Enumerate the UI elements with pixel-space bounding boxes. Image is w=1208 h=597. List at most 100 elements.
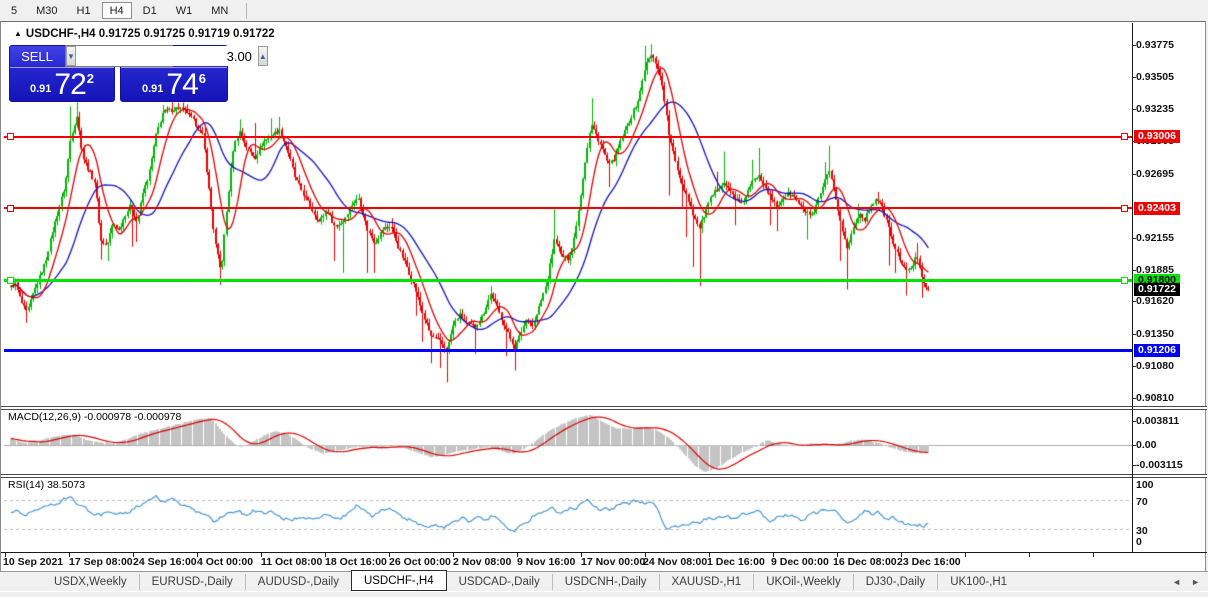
- time-axis-tick: [5, 553, 6, 557]
- price-axis-tick: [1132, 333, 1136, 335]
- time-axis-tick: [901, 553, 902, 557]
- timeframe-button-5[interactable]: 5: [11, 5, 18, 17]
- time-axis-label: 18 Oct 16:00: [325, 556, 387, 568]
- price-axis-tick: [1132, 365, 1136, 367]
- chart-window: ▲ USDCHF-,H4 0.91725 0.91725 0.91719 0.91…: [0, 21, 1207, 571]
- macd-axis-label: 0.003811: [1136, 414, 1180, 427]
- chart-tab-usdcad-daily[interactable]: USDCAD-,Daily: [458, 575, 540, 588]
- scroll-tabs-left-button[interactable]: ◄: [1172, 576, 1182, 587]
- price-axis-tick: [1132, 173, 1136, 175]
- line-anchor-marker[interactable]: [7, 133, 14, 140]
- macd-rsi-separator[interactable]: [1, 474, 1207, 478]
- status-bar: [0, 591, 1208, 597]
- line-anchor-marker[interactable]: [7, 204, 14, 212]
- time-axis-tick: [133, 553, 134, 557]
- sell-price-main: 72: [54, 68, 86, 101]
- time-axis-label: 4 Oct 00:00: [197, 556, 254, 568]
- chart-tab-bar: USDX,Weekly EURUSD-,Daily AUDUSD-,Daily USD…: [0, 569, 1208, 591]
- time-axis-tick: [837, 553, 838, 557]
- time-axis-tick: [197, 553, 198, 557]
- volume-decrease-button[interactable]: ▼: [66, 46, 76, 66]
- rsi-panel-canvas[interactable]: [4, 478, 1132, 552]
- timeframe-toolbar: 5 M30 H1 H4 D1 W1 MN: [0, 0, 1208, 21]
- price-macd-separator[interactable]: [1, 406, 1207, 410]
- price-axis-tick-label: 0.93775: [1136, 39, 1174, 51]
- time-axis-label: 17 Nov 00:00: [581, 556, 646, 568]
- tab-scroll-arrows: ◄ ►: [1172, 577, 1200, 587]
- time-axis-label: 9 Dec 00:00: [771, 556, 829, 568]
- time-axis-tick: [1029, 553, 1030, 557]
- scroll-tabs-right-button[interactable]: ►: [1191, 576, 1200, 587]
- timeframe-button-m30[interactable]: M30: [36, 5, 58, 17]
- chart-tab-eurusd-daily[interactable]: EURUSD-,Daily: [138, 573, 245, 590]
- volume-increase-button[interactable]: ▲: [257, 46, 268, 66]
- price-axis-tick-label: 0.93505: [1136, 71, 1174, 84]
- time-axis-label: 1 Dec 16:00: [707, 556, 765, 568]
- timeframe-button-d1[interactable]: D1: [142, 5, 157, 17]
- time-axis-label: 16 Dec 08:00: [833, 556, 897, 568]
- chart-title-ohlc: 0.91725 0.91725 0.91719 0.91722: [98, 28, 275, 40]
- line-anchor-marker[interactable]: [7, 276, 14, 284]
- chart-tab-uk100-h1[interactable]: UK100-,H1: [937, 573, 1019, 590]
- sell-button[interactable]: SELL: [21, 49, 53, 64]
- horizontal-level-line-0.91800[interactable]: [4, 278, 1132, 282]
- buy-price[interactable]: 0.91 74 6: [121, 68, 227, 101]
- timeframe-button-mn[interactable]: MN: [211, 5, 229, 17]
- sell-price[interactable]: 0.91 72 2: [10, 68, 114, 101]
- line-anchor-marker[interactable]: [1121, 204, 1128, 212]
- price-axis-tick-label: 0.91885: [1136, 263, 1174, 276]
- price-axis-tick-label: 0.91350: [1136, 327, 1174, 340]
- price-axis-tick-label: 0.90810: [1136, 391, 1174, 404]
- time-axis-tick: [773, 553, 774, 557]
- volume-input[interactable]: [75, 46, 258, 66]
- time-axis-label: 9 Nov 16:00: [517, 556, 576, 568]
- time-axis-label: 17 Sep 08:00: [69, 556, 133, 568]
- volume-spinner: ▼ ▲: [65, 45, 268, 67]
- timeframe-button-h1[interactable]: H1: [76, 5, 91, 17]
- time-axis-tick: [581, 553, 582, 557]
- sell-panel[interactable]: SELL 0.91 72 2: [9, 45, 115, 102]
- horizontal-level-line-0.92403[interactable]: [4, 207, 1132, 210]
- time-axis-tick: [645, 553, 646, 557]
- horizontal-level-line-0.91206[interactable]: [4, 349, 1132, 353]
- price-axis-line: [1132, 23, 1133, 553]
- chart-title: ▲ USDCHF-,H4 0.91725 0.91725 0.91719 0.91…: [14, 28, 275, 40]
- rsi-axis-label: 70: [1136, 495, 1148, 508]
- chart-tab-dj30-daily[interactable]: DJ30-,Daily: [852, 573, 937, 590]
- chart-tab-xauusd-h1[interactable]: XAUUSD-,H1: [658, 573, 754, 590]
- macd-axis-label: 0.00: [1136, 439, 1157, 451]
- timeframe-button-w1[interactable]: W1: [175, 5, 193, 17]
- time-axis-label: 23 Dec 16:00: [897, 556, 961, 568]
- time-axis-label: 2 Nov 08:00: [453, 556, 512, 568]
- chart-tab-usdx-weekly[interactable]: USDX,Weekly: [54, 575, 127, 588]
- chart-tab-ukoil-weekly[interactable]: UKOil-,Weekly: [753, 573, 853, 590]
- macd-panel-canvas[interactable]: [4, 410, 1132, 473]
- time-axis-label: 10 Sep 2021: [3, 556, 64, 568]
- line-anchor-marker[interactable]: [1121, 133, 1128, 140]
- price-axis-tick: [1132, 301, 1136, 303]
- price-axis-tick: [1132, 45, 1136, 46]
- macd-axis-tick: [1132, 420, 1136, 422]
- horizontal-level-line-0.93006[interactable]: [4, 135, 1132, 138]
- current-price-label: 0.91722: [1134, 282, 1180, 296]
- macd-axis-label: -0.003115: [1136, 458, 1183, 471]
- chart-tab-usdchf-h4[interactable]: USDCHF-,H4: [350, 569, 447, 591]
- time-axis-label: 11 Oct 08:00: [261, 556, 323, 568]
- price-axis-tick-label: 0.91620: [1136, 295, 1174, 308]
- buy-price-pip: 6: [198, 71, 207, 86]
- macd-indicator-label: MACD(12,26,9) -0.000978 -0.000978: [8, 411, 182, 423]
- price-axis-tick-label: 0.92155: [1136, 231, 1174, 244]
- price-axis-tick: [1132, 77, 1136, 79]
- price-level-label-0.93006: 0.93006: [1134, 130, 1180, 143]
- time-axis-tick: [1093, 553, 1094, 557]
- collapse-triangle-icon[interactable]: ▲: [14, 29, 22, 38]
- price-axis-tick: [1132, 237, 1136, 239]
- chart-tab-audusd-daily[interactable]: AUDUSD-,Daily: [244, 573, 351, 590]
- price-level-label-0.92403: 0.92403: [1134, 201, 1180, 215]
- chart-title-symbol: USDCHF-,H4: [25, 28, 96, 40]
- chart-tab-usdcnh-daily[interactable]: USDCNH-,Daily: [551, 573, 659, 590]
- sell-price-prefix: 0.91: [29, 83, 52, 95]
- timeframe-button-h4[interactable]: H4: [101, 2, 132, 19]
- time-axis-tick: [261, 553, 262, 557]
- line-anchor-marker[interactable]: [1121, 276, 1128, 284]
